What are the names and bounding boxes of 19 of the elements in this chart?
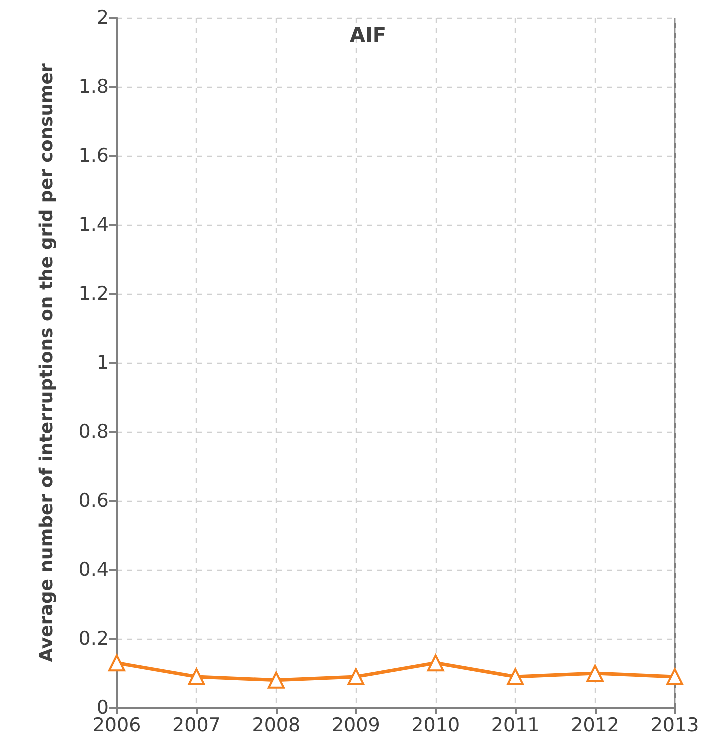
y-tick-label: 0.4 [78, 559, 109, 581]
y-tick-label: 1.6 [78, 145, 109, 167]
chart-title: AIF [350, 23, 387, 47]
y-tick-label: 0.2 [78, 628, 109, 650]
x-tick-label: 2008 [252, 714, 301, 736]
y-tick-label: 1.8 [78, 76, 109, 98]
x-tick-label: 2010 [412, 714, 460, 736]
x-tick-label: 2007 [172, 714, 221, 736]
x-tick-label: 2009 [332, 714, 380, 736]
x-tick-label: 2011 [491, 714, 540, 736]
y-axis-title: Average number of interruptions on the grid per consumer [36, 63, 58, 662]
y-tick-label: 1.4 [78, 214, 109, 236]
y-tick-label: 0.8 [78, 421, 109, 443]
y-tick-label: 0.6 [78, 490, 109, 512]
x-tick-label: 2012 [571, 714, 620, 736]
y-tick-label: 1 [96, 352, 109, 374]
y-tick-label: 2 [96, 7, 109, 29]
y-tick-label: 1.2 [78, 283, 109, 305]
x-tick-label: 2013 [650, 714, 700, 736]
